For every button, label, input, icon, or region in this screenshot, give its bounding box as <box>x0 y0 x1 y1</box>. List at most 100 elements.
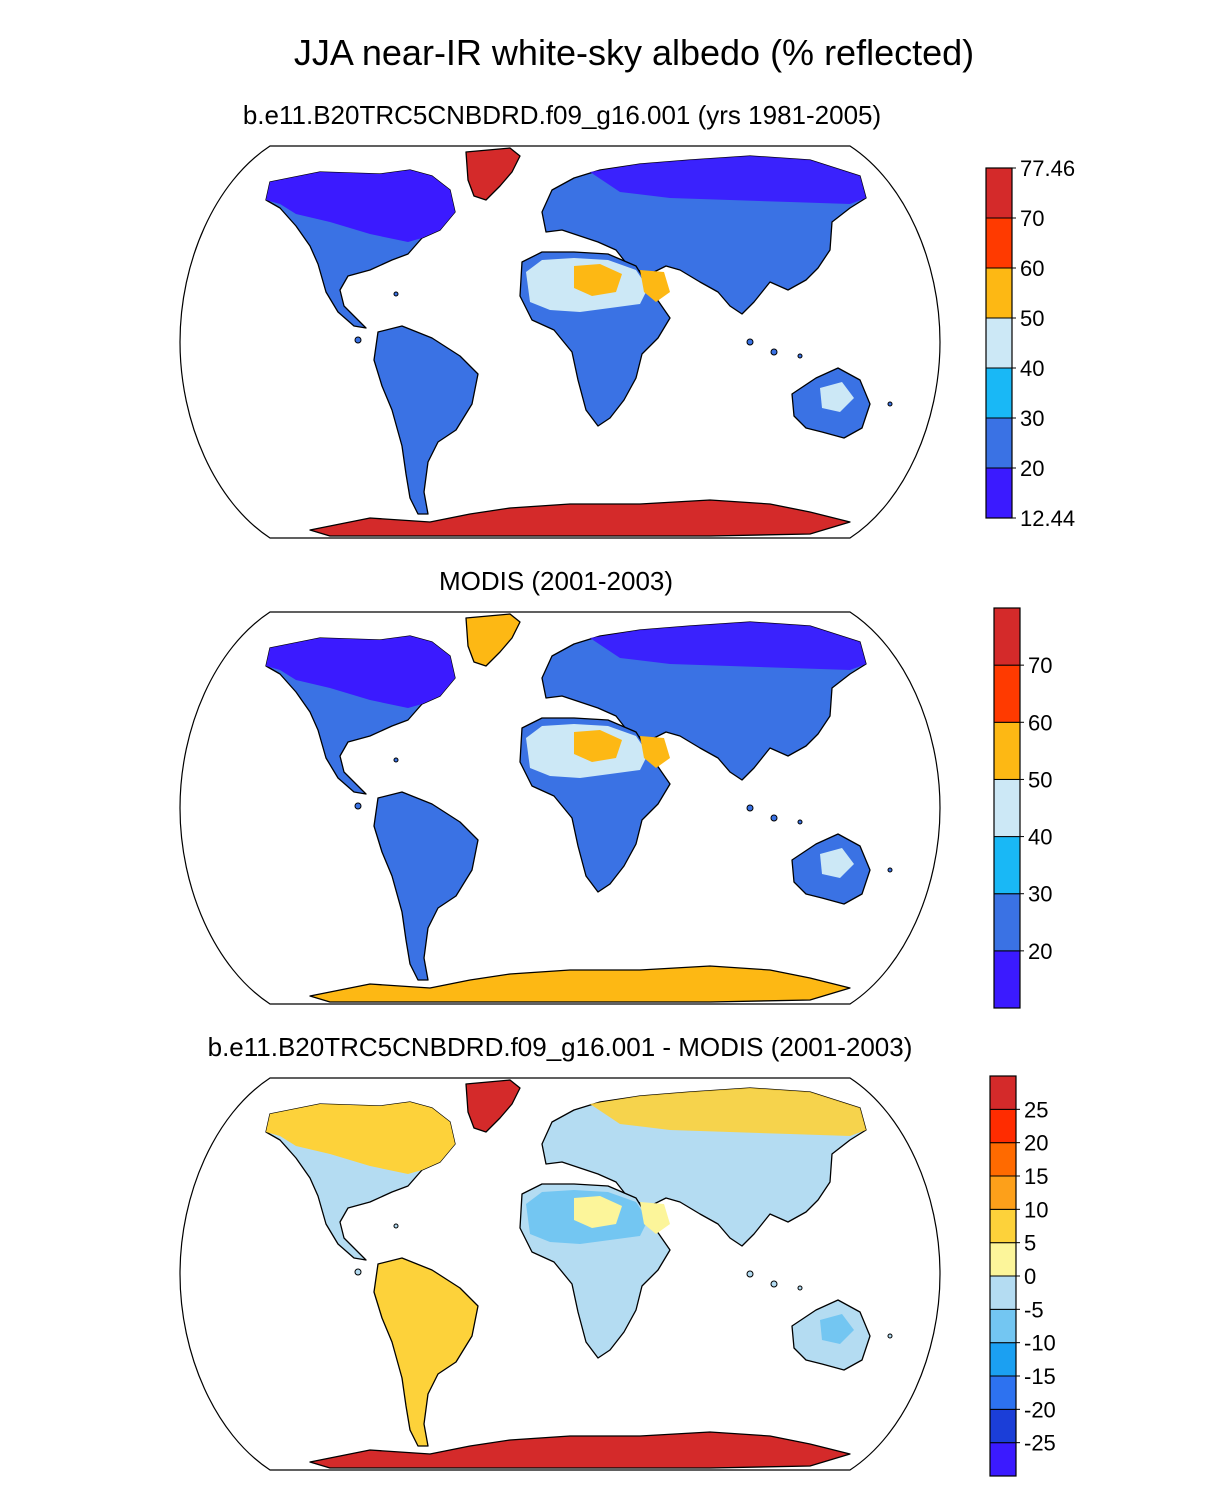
colorbar-segment <box>989 1375 1017 1410</box>
colorbar-segment <box>993 607 1021 666</box>
colorbar-label: 70 <box>1020 206 1044 231</box>
map-boundary <box>179 1077 941 1471</box>
colorbar-label: 0 <box>1024 1264 1036 1289</box>
colorbar-segment <box>993 778 1021 838</box>
eurasia-highlat <box>590 156 866 204</box>
island <box>887 867 893 873</box>
island <box>746 1270 754 1278</box>
colorbar-label: 50 <box>1028 767 1052 792</box>
colorbar-segment <box>985 417 1013 469</box>
north-america-highlat <box>266 1102 455 1174</box>
colorbar-segment <box>993 836 1021 895</box>
colorbar-segment <box>989 1208 1017 1244</box>
colorbar-segment <box>985 467 1013 519</box>
australia-interior <box>820 1314 854 1344</box>
sahara-hot-core <box>574 730 622 762</box>
island <box>393 291 399 297</box>
island <box>797 353 803 359</box>
colorbar-segment <box>993 950 1021 1009</box>
sahara-hot-core <box>574 264 622 296</box>
eurasia-highlat <box>590 1088 866 1136</box>
colorbar-label: 10 <box>1024 1197 1048 1222</box>
colorbar-segment <box>989 1175 1017 1210</box>
colorbar-label: 70 <box>1028 653 1052 678</box>
colorbar-label: -15 <box>1024 1364 1056 1389</box>
colorbar-segment <box>985 167 1013 219</box>
colorbar-label: -5 <box>1024 1297 1044 1322</box>
colorbar-label: 12.44 <box>1020 506 1075 530</box>
arabian-desert <box>640 1202 670 1234</box>
colorbar-segment <box>989 1408 1017 1444</box>
antarctica <box>309 499 851 537</box>
colorbar-segment <box>989 1342 1017 1377</box>
island <box>393 757 399 763</box>
colorbar-label: 40 <box>1020 356 1044 381</box>
north-america-highlat <box>266 636 455 708</box>
greenland <box>465 147 521 201</box>
island <box>746 804 754 812</box>
arabian-desert <box>640 736 670 768</box>
colorbar-segment <box>989 1142 1017 1177</box>
colorbar-segment <box>993 721 1021 780</box>
panel-1-title: b.e11.B20TRC5CNBDRD.f09_g16.001 (yrs 198… <box>242 100 882 130</box>
island <box>770 814 778 822</box>
colorbar-segment <box>989 1275 1017 1310</box>
colorbar-label: 50 <box>1020 306 1044 331</box>
colorbar-label: 30 <box>1020 406 1044 431</box>
island <box>770 348 778 356</box>
north-america-highlat <box>266 170 455 242</box>
colorbar-segment <box>985 317 1013 369</box>
island <box>354 1268 362 1276</box>
australia-interior <box>820 848 854 878</box>
antarctica <box>309 965 851 1003</box>
arabian-desert <box>640 270 670 302</box>
south-america <box>373 791 479 981</box>
colorbar-label: 20 <box>1024 1131 1048 1156</box>
colorbar-label: -20 <box>1024 1397 1056 1422</box>
greenland <box>465 1079 521 1133</box>
island <box>393 1223 399 1229</box>
colorbar-segment <box>993 893 1021 952</box>
colorbar-segment <box>989 1075 1017 1110</box>
island <box>797 819 803 825</box>
figure-title: JJA near-IR white-sky albedo (% reflecte… <box>293 32 975 73</box>
panel-2-map <box>179 611 941 1005</box>
colorbar-label: -25 <box>1024 1431 1056 1456</box>
island <box>354 802 362 810</box>
island <box>770 1280 778 1288</box>
colorbar-label: 25 <box>1024 1097 1048 1122</box>
colorbar-label: 20 <box>1020 456 1044 481</box>
island <box>887 401 893 407</box>
map-boundary <box>179 145 941 539</box>
south-america <box>373 1257 479 1447</box>
colorbar-segment <box>985 367 1013 419</box>
south-america <box>373 325 479 515</box>
colorbar-segment <box>989 1242 1017 1277</box>
panel-2-colorbar: 20 30 40 50 60 70 <box>993 607 1052 1009</box>
island <box>354 336 362 344</box>
panel-3-title: b.e11.B20TRC5CNBDRD.f09_g16.001 - MODIS … <box>207 1032 913 1062</box>
colorbar-label: 5 <box>1024 1231 1036 1256</box>
eurasia-highlat <box>590 622 866 670</box>
colorbar-segment <box>985 217 1013 269</box>
colorbar-label: 20 <box>1028 939 1052 964</box>
colorbar-label: 60 <box>1020 256 1044 281</box>
australia-interior <box>820 382 854 412</box>
panel-3-map <box>179 1077 941 1471</box>
colorbar-segment <box>989 1108 1017 1144</box>
colorbar-label: 15 <box>1024 1164 1048 1189</box>
colorbar-segment <box>989 1442 1017 1477</box>
panel-3-colorbar: -25 -20 -15 -10 -5 0 5 10 15 20 25 <box>989 1075 1056 1477</box>
colorbar-label: 77.46 <box>1020 160 1075 181</box>
greenland <box>465 613 521 667</box>
panel-2-title: MODIS (2001-2003) <box>438 566 674 596</box>
colorbar-segment <box>993 664 1021 723</box>
colorbar-label: 60 <box>1028 710 1052 735</box>
colorbar-segment <box>985 267 1013 319</box>
island <box>746 338 754 346</box>
colorbar-segment <box>989 1308 1017 1344</box>
colorbar-label: -10 <box>1024 1331 1056 1356</box>
island <box>887 1333 893 1339</box>
panel-1-map <box>179 145 941 539</box>
map-boundary <box>179 611 941 1005</box>
